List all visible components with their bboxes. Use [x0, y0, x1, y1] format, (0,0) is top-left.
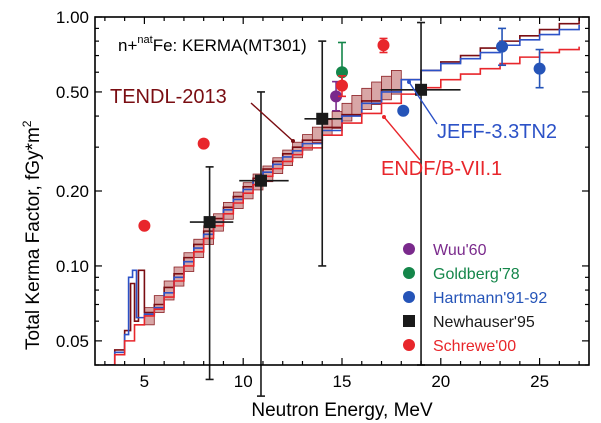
annotation-arrow — [383, 116, 421, 161]
band-step — [242, 182, 254, 200]
legend: Wuu'60 Goldberg'78 Hartmann'91-92 Newhauser… — [403, 242, 547, 355]
legend-marker — [403, 243, 415, 255]
curve-annotations: TENDL-2013 JEFF-3.3TN2 ENDF/B-VII.1 — [110, 80, 557, 180]
band-step — [351, 95, 363, 116]
legend-marker — [403, 267, 415, 279]
y-axis-label: Total Kerma Factor, fGy*m2 — [20, 120, 44, 350]
data-point-hartmann-91-92 — [496, 40, 509, 53]
data-point-hartmann-91-92 — [533, 62, 546, 75]
data-point-schrewe-00 — [138, 219, 151, 232]
annotation-jeff-3-3tn2: JEFF-3.3TN2 — [437, 121, 557, 143]
annotation-arrow — [250, 102, 294, 142]
x-tick-label: 20 — [431, 372, 450, 391]
band-step — [381, 75, 392, 101]
annotation-tendl-2013: TENDL-2013 — [110, 86, 227, 108]
data-point-newhauser-95 — [254, 174, 267, 187]
annotation-arrow-head — [407, 80, 411, 84]
data-point-newhauser-95 — [415, 83, 428, 96]
legend-marker — [403, 315, 415, 327]
title-prefix: n+ — [118, 36, 137, 55]
y-axis-label-superscript: 2 — [20, 120, 34, 127]
title-suffix: Fe: KERMA(MT301) — [153, 36, 307, 55]
series-line-tendl-2013 — [104, 17, 580, 365]
annotation-arrow-head — [382, 115, 386, 119]
band-step — [282, 149, 294, 166]
data-point-newhauser-95 — [316, 112, 329, 125]
y-tick-label: 0.20 — [56, 182, 89, 201]
x-axis-label: Neutron Energy, MeV — [251, 400, 433, 421]
evaluation-lines — [104, 17, 580, 365]
band-step — [203, 225, 214, 245]
band-step — [341, 102, 353, 122]
legend-label-newhauser-95: Newhauser'95 — [433, 314, 535, 331]
y-axis-label-text: Total Kerma Factor, fGy*m — [23, 127, 44, 350]
series-line-endf-b-vii-1 — [113, 46, 580, 365]
legend-label-goldberg-78: Goldberg'78 — [433, 266, 520, 283]
uncertainty-band — [143, 70, 402, 326]
legend-label-wuu-60: Wuu'60 — [433, 242, 487, 259]
legend-label-hartmann-91-92: Hartmann'91-92 — [433, 290, 547, 307]
y-tick-label: 0.50 — [56, 83, 89, 102]
x-tick-label: 25 — [530, 372, 549, 391]
band-step — [331, 111, 343, 129]
annotation-endf-b-vii-1: ENDF/B-VII.1 — [381, 158, 502, 180]
band-step — [292, 141, 303, 159]
band-step — [361, 87, 373, 110]
x-tick-label: 5 — [140, 372, 149, 391]
x-tick-label: 15 — [333, 372, 352, 391]
y-tick-label: 0.10 — [56, 257, 89, 276]
data-point-schrewe-00 — [336, 79, 348, 92]
annotation-arrow-head — [291, 139, 295, 143]
series-line-jeff-3-3tn2 — [104, 24, 580, 365]
chart-title: n+natFe: KERMA(MT301) — [118, 34, 307, 55]
x-tick-label: 10 — [234, 372, 253, 391]
annotation-arrow — [408, 81, 438, 125]
band-step — [272, 157, 284, 174]
y-tick-label: 1.00 — [56, 8, 89, 27]
data-point-wuu-60 — [330, 90, 343, 103]
legend-marker — [403, 291, 415, 303]
band-step — [232, 191, 244, 209]
data-point-hartmann-91-92 — [397, 104, 410, 117]
legend-label-schrewe-00: Schrewe'00 — [433, 338, 516, 355]
title-superscript: nat — [137, 34, 152, 46]
y-tick-label: 0.05 — [56, 332, 89, 351]
band-step — [223, 201, 234, 220]
data-point-schrewe-00 — [377, 39, 390, 52]
experimental-points — [138, 21, 546, 397]
legend-marker — [403, 339, 415, 351]
data-point-schrewe-00 — [197, 137, 210, 150]
data-point-newhauser-95 — [203, 216, 216, 229]
axis-ticks: 5 10 15 20 25 0.05 0.10 0.20 0.50 1.00 — [56, 8, 589, 391]
